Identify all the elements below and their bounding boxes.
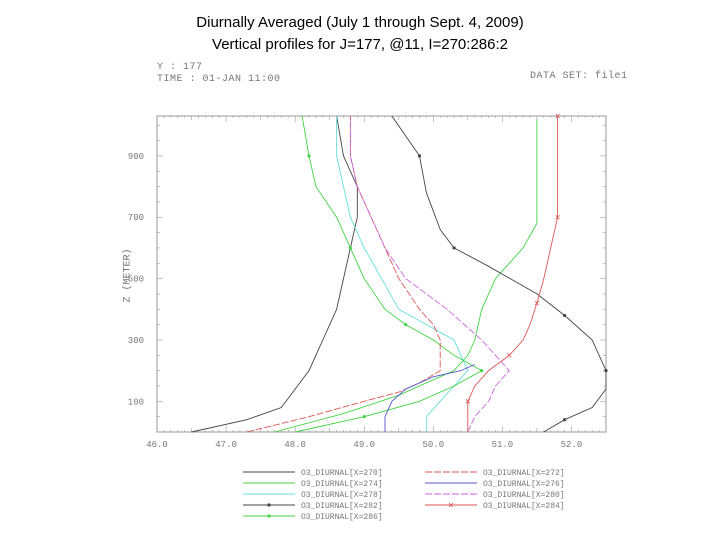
x-tick-label: 46.0: [146, 440, 168, 450]
series-point-4: [362, 415, 366, 419]
series-line-2: [336, 116, 469, 432]
series-point-8: [555, 214, 560, 220]
series-line-1: [274, 119, 538, 433]
series-line-7: [349, 116, 510, 433]
series-point-4: [267, 514, 271, 518]
series-point-4: [480, 369, 484, 373]
series-point-8: [555, 113, 560, 119]
y-tick-label: 300: [128, 336, 144, 346]
slide-subtitle: Vertical profiles for J=177, @11, I=270:…: [212, 36, 508, 53]
series-line-0: [191, 115, 358, 433]
time-label: TIME : 01-JAN 11:00: [157, 74, 281, 85]
legend-label-2: O3_DIURNAL[X=278]: [301, 491, 383, 500]
legend-label-1: O3_DIURNAL[X=274]: [301, 480, 383, 489]
series-point-8: [448, 502, 454, 508]
plot-frame: [156, 115, 607, 433]
series-line-3: [391, 115, 607, 433]
series-line-4: [295, 115, 483, 433]
x-tick-label: 47.0: [215, 440, 237, 450]
legend-label-3: O3_DIURNAL[X=282]: [301, 502, 383, 511]
series-point-3: [604, 369, 608, 373]
y-tick-label: 100: [128, 397, 144, 407]
legend-label-8: O3_DIURNAL[X=284]: [483, 502, 565, 511]
series-point-3: [562, 313, 567, 318]
x-tick-label: 52.0: [561, 440, 583, 450]
x-tick-label: 49.0: [353, 440, 375, 450]
y-axis-title: Z (METER): [122, 248, 134, 303]
series-line-5: [246, 116, 441, 433]
series-point-8: [507, 353, 512, 358]
x-tick-label: 51.0: [492, 440, 514, 450]
y-tick-label: 500: [128, 275, 144, 285]
series-point-3: [452, 246, 456, 250]
slide-title: Diurnally Averaged (July 1 through Sept.…: [196, 14, 524, 31]
series-point-4: [307, 154, 311, 158]
series-line-6: [384, 364, 475, 432]
series-point-4: [348, 246, 353, 250]
x-tick-label: 48.0: [284, 440, 306, 450]
legend-label-6: O3_DIURNAL[X=276]: [483, 480, 565, 489]
x-tick-label: 50.0: [423, 440, 445, 450]
series-point-4: [404, 323, 408, 327]
y-tick-label: 700: [128, 213, 144, 223]
series-point-3: [417, 154, 422, 158]
series-point-8: [534, 300, 540, 306]
y-tick-label: 900: [128, 152, 144, 162]
dataset-label: DATA SET: file1: [530, 71, 628, 82]
series-point-8: [465, 399, 471, 404]
series-point-3: [562, 418, 567, 422]
series-line-8: [467, 116, 559, 432]
legend-label-7: O3_DIURNAL[X=280]: [483, 491, 565, 500]
legend-label-4: O3_DIURNAL[X=286]: [301, 513, 383, 522]
y-index-label: Y : 177: [157, 62, 203, 73]
legend-label-5: O3_DIURNAL[X=272]: [483, 469, 565, 478]
series-point-3: [267, 503, 271, 507]
legend-label-0: O3_DIURNAL[X=270]: [301, 469, 383, 478]
